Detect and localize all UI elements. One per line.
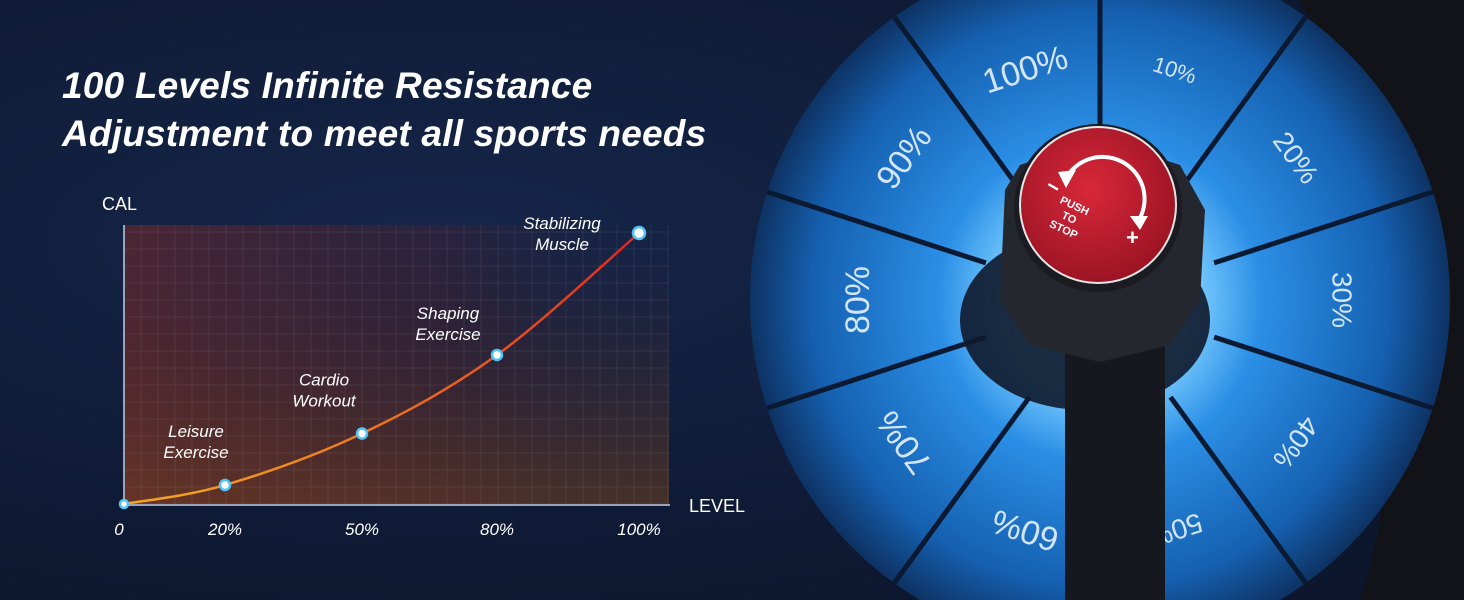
headline-line-1: 100 Levels Infinite Resistance xyxy=(62,65,593,106)
x-tick-label: 100% xyxy=(617,520,660,539)
dial-divider xyxy=(766,189,987,266)
rotation-arrow-icon xyxy=(1063,154,1147,219)
x-tick-label: 80% xyxy=(480,520,514,539)
dial-divider xyxy=(1213,334,1434,411)
y-axis-label: CAL xyxy=(102,194,137,214)
calorie-level-chart: CAL LEVEL 0 20% 50% 80% 100% Leisure Exercise… xyxy=(102,194,745,539)
data-point xyxy=(218,478,232,492)
headline-line-2: Adjustment to meet all sports needs xyxy=(62,113,707,154)
annotation-line-2: Workout xyxy=(292,392,357,411)
data-point xyxy=(631,225,647,241)
annotation-line-1: Shaping xyxy=(417,304,480,323)
data-point xyxy=(490,348,504,362)
plus-icon: + xyxy=(1126,225,1139,250)
annotation-line-2: Muscle xyxy=(535,235,589,254)
dial-divider xyxy=(892,15,1032,205)
push-to-stop-button xyxy=(1019,126,1177,284)
dial-divider xyxy=(1168,395,1308,585)
dial-label: 80% xyxy=(839,266,877,334)
annotation-line-2: Exercise xyxy=(415,325,480,344)
data-point xyxy=(355,427,369,440)
annotation-line-1: Stabilizing xyxy=(523,214,601,233)
annotation-line-1: Leisure xyxy=(168,422,224,441)
dial-divider xyxy=(892,395,1032,585)
annotation-line-1: Cardio xyxy=(299,371,349,390)
arrow-head-icon xyxy=(1058,170,1076,188)
dial-label: 30% xyxy=(1327,272,1358,328)
arrow-head-icon xyxy=(1130,216,1148,230)
annotation-line-2: Exercise xyxy=(163,443,228,462)
data-point xyxy=(118,498,130,510)
annotation-label: Shaping Exercise xyxy=(415,304,480,344)
annotation-label: Stabilizing Muscle xyxy=(523,214,601,254)
knob-stem xyxy=(1065,330,1165,600)
dial-divider xyxy=(1168,15,1308,205)
dial-dividers xyxy=(766,0,1434,598)
dial-divider xyxy=(766,334,987,411)
headline: 100 Levels Infinite Resistance Adjustmen… xyxy=(62,62,706,158)
plot-background-glow xyxy=(124,225,669,504)
annotation-label: Cardio Workout xyxy=(292,371,357,411)
x-tick-label: 0 xyxy=(114,520,124,539)
dial-divider xyxy=(1213,189,1434,266)
annotation-label: Leisure Exercise xyxy=(163,422,228,462)
x-axis-label: LEVEL xyxy=(689,496,745,516)
knob-text-to: TO xyxy=(1059,210,1078,227)
x-tick-label: 20% xyxy=(207,520,242,539)
x-tick-label: 50% xyxy=(345,520,379,539)
